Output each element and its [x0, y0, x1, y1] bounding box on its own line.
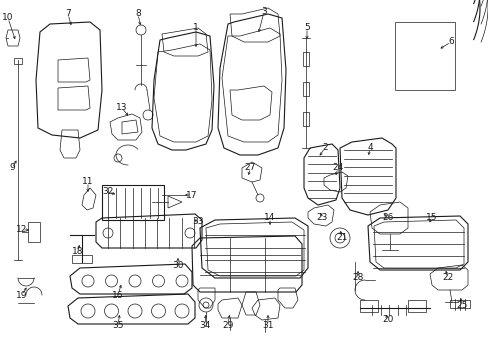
Bar — [28, 222, 40, 242]
Bar — [407, 300, 425, 312]
Text: 27: 27 — [244, 163, 255, 172]
Text: 20: 20 — [382, 315, 393, 324]
Text: 8: 8 — [135, 9, 141, 18]
Text: 34: 34 — [199, 320, 210, 329]
Text: 5: 5 — [304, 23, 309, 32]
Text: 19: 19 — [16, 291, 28, 300]
Bar — [359, 300, 377, 312]
Text: 33: 33 — [192, 217, 203, 226]
Text: 4: 4 — [366, 144, 372, 153]
Bar — [102, 185, 163, 220]
Text: 17: 17 — [186, 190, 197, 199]
Bar — [303, 112, 308, 126]
Bar — [303, 82, 308, 96]
Bar — [449, 300, 469, 308]
Text: 29: 29 — [222, 320, 233, 329]
Text: 21: 21 — [336, 234, 347, 243]
Text: 11: 11 — [82, 177, 94, 186]
Text: 22: 22 — [442, 274, 453, 283]
Text: 18: 18 — [72, 248, 83, 256]
Text: 13: 13 — [116, 104, 127, 112]
Bar — [303, 52, 308, 66]
Text: 25: 25 — [455, 301, 467, 310]
Text: 12: 12 — [16, 225, 28, 234]
Text: 9: 9 — [9, 163, 15, 172]
Text: 28: 28 — [351, 274, 363, 283]
Text: 31: 31 — [262, 320, 273, 329]
Bar — [394, 22, 454, 90]
Text: 30: 30 — [172, 261, 183, 270]
Text: 2: 2 — [322, 144, 327, 153]
Text: 35: 35 — [112, 320, 123, 329]
Text: 16: 16 — [112, 291, 123, 300]
Text: 1: 1 — [193, 23, 199, 32]
Text: 23: 23 — [316, 213, 327, 222]
Text: 32: 32 — [102, 188, 113, 197]
Text: 6: 6 — [447, 37, 453, 46]
Text: 10: 10 — [2, 13, 14, 22]
Text: 3: 3 — [261, 8, 266, 17]
Text: 14: 14 — [264, 213, 275, 222]
Text: 26: 26 — [382, 213, 393, 222]
Bar — [72, 255, 92, 263]
Text: 24: 24 — [332, 163, 343, 172]
Text: 15: 15 — [426, 213, 437, 222]
Text: 7: 7 — [65, 9, 71, 18]
